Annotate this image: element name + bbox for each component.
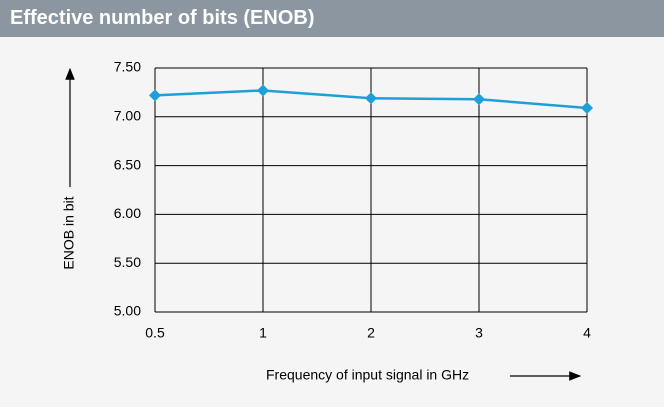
x-tick-label: 2 (367, 325, 375, 341)
chart: ENOB in bit Frequency of input signal in… (61, 59, 593, 383)
y-tick-label: 5.50 (114, 254, 141, 270)
header-bar: Effective number of bits (ENOB) (0, 0, 664, 37)
x-tick-label: 3 (475, 325, 483, 341)
data-point (149, 89, 161, 102)
y-tick-label: 6.50 (114, 156, 141, 172)
x-tick-label: 4 (583, 325, 591, 341)
y-tick-label: 5.00 (114, 303, 141, 319)
chart-title: Effective number of bits (ENOB) (10, 7, 315, 29)
x-tick-label: 1 (259, 325, 267, 341)
x-tick-label: 0.5 (145, 325, 165, 341)
y-tick-label: 6.00 (114, 205, 141, 221)
data-point (257, 84, 269, 97)
data-point (581, 102, 593, 115)
data-point (365, 92, 377, 105)
y-axis-label: ENOB in bit (61, 196, 77, 269)
y-tick-label: 7.00 (114, 108, 141, 124)
y-tick-label: 7.50 (114, 59, 141, 75)
x-axis-label: Frequency of input signal in GHz (266, 367, 469, 383)
data-point (473, 93, 485, 106)
